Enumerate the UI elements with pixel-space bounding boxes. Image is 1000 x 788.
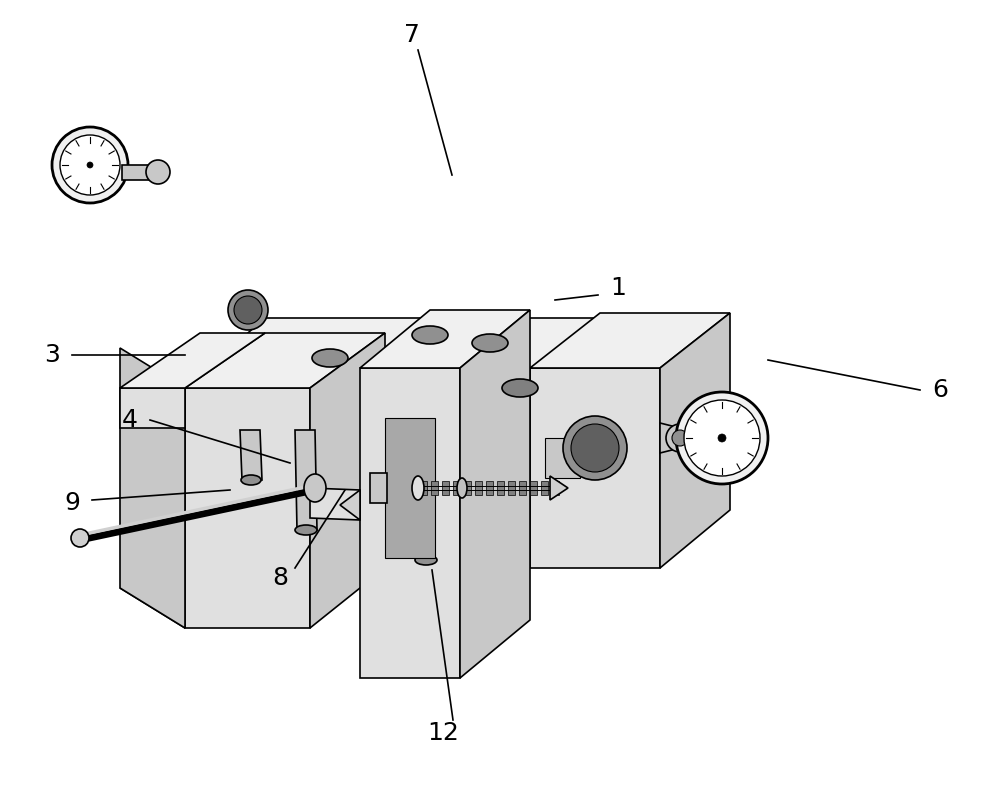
Circle shape (563, 416, 627, 480)
Polygon shape (497, 481, 504, 495)
Ellipse shape (295, 525, 317, 535)
Polygon shape (120, 388, 185, 428)
Polygon shape (508, 481, 515, 495)
Polygon shape (660, 313, 730, 568)
Polygon shape (460, 310, 530, 678)
Text: 9: 9 (64, 491, 80, 515)
Polygon shape (310, 333, 385, 628)
Polygon shape (120, 333, 265, 388)
Ellipse shape (241, 475, 261, 485)
Polygon shape (431, 481, 438, 495)
Polygon shape (519, 481, 526, 495)
Circle shape (146, 160, 170, 184)
Circle shape (666, 424, 694, 452)
Polygon shape (415, 455, 437, 560)
Text: 3: 3 (44, 343, 60, 367)
Polygon shape (541, 481, 548, 495)
Polygon shape (360, 310, 530, 368)
Circle shape (71, 529, 89, 547)
Polygon shape (486, 481, 493, 495)
Polygon shape (185, 388, 310, 628)
Polygon shape (370, 473, 387, 503)
Polygon shape (122, 165, 158, 180)
Polygon shape (552, 481, 559, 495)
Polygon shape (185, 318, 660, 388)
Polygon shape (475, 481, 482, 495)
Polygon shape (660, 423, 680, 453)
Ellipse shape (472, 334, 508, 352)
Circle shape (87, 162, 93, 168)
Circle shape (718, 434, 726, 442)
Circle shape (60, 135, 120, 195)
Polygon shape (340, 490, 360, 520)
Circle shape (684, 400, 760, 476)
Polygon shape (360, 368, 460, 678)
Polygon shape (550, 476, 568, 500)
Ellipse shape (228, 290, 268, 330)
Ellipse shape (502, 379, 538, 397)
Polygon shape (185, 388, 580, 528)
Text: 8: 8 (272, 566, 288, 590)
Polygon shape (530, 481, 537, 495)
Ellipse shape (304, 474, 326, 502)
Circle shape (52, 127, 128, 203)
Circle shape (672, 430, 688, 446)
Polygon shape (464, 481, 471, 495)
Text: 1: 1 (610, 276, 626, 300)
Polygon shape (453, 481, 460, 495)
Polygon shape (530, 368, 660, 568)
Ellipse shape (412, 476, 424, 500)
Text: 6: 6 (932, 378, 948, 402)
Circle shape (571, 424, 619, 472)
Text: 7: 7 (404, 23, 420, 47)
Polygon shape (120, 348, 185, 628)
Polygon shape (240, 430, 262, 480)
Ellipse shape (234, 296, 262, 324)
Polygon shape (310, 488, 360, 520)
Ellipse shape (312, 349, 348, 367)
Ellipse shape (412, 326, 448, 344)
Polygon shape (185, 333, 385, 388)
Text: 4: 4 (122, 408, 138, 432)
Polygon shape (295, 430, 317, 530)
Ellipse shape (457, 478, 467, 498)
Polygon shape (120, 588, 185, 628)
Polygon shape (530, 313, 730, 368)
Polygon shape (442, 481, 449, 495)
Ellipse shape (415, 555, 437, 565)
Polygon shape (580, 318, 660, 528)
Polygon shape (420, 481, 427, 495)
Circle shape (676, 392, 768, 484)
Polygon shape (385, 418, 435, 558)
Text: 12: 12 (427, 721, 459, 745)
Polygon shape (545, 438, 580, 478)
